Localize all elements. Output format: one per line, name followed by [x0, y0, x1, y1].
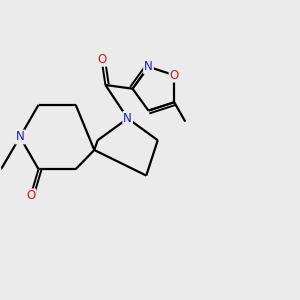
Text: N: N: [144, 60, 153, 73]
Text: N: N: [123, 112, 132, 125]
Text: O: O: [97, 53, 106, 66]
Text: N: N: [16, 130, 24, 143]
Text: O: O: [26, 189, 35, 203]
Text: O: O: [169, 69, 179, 82]
